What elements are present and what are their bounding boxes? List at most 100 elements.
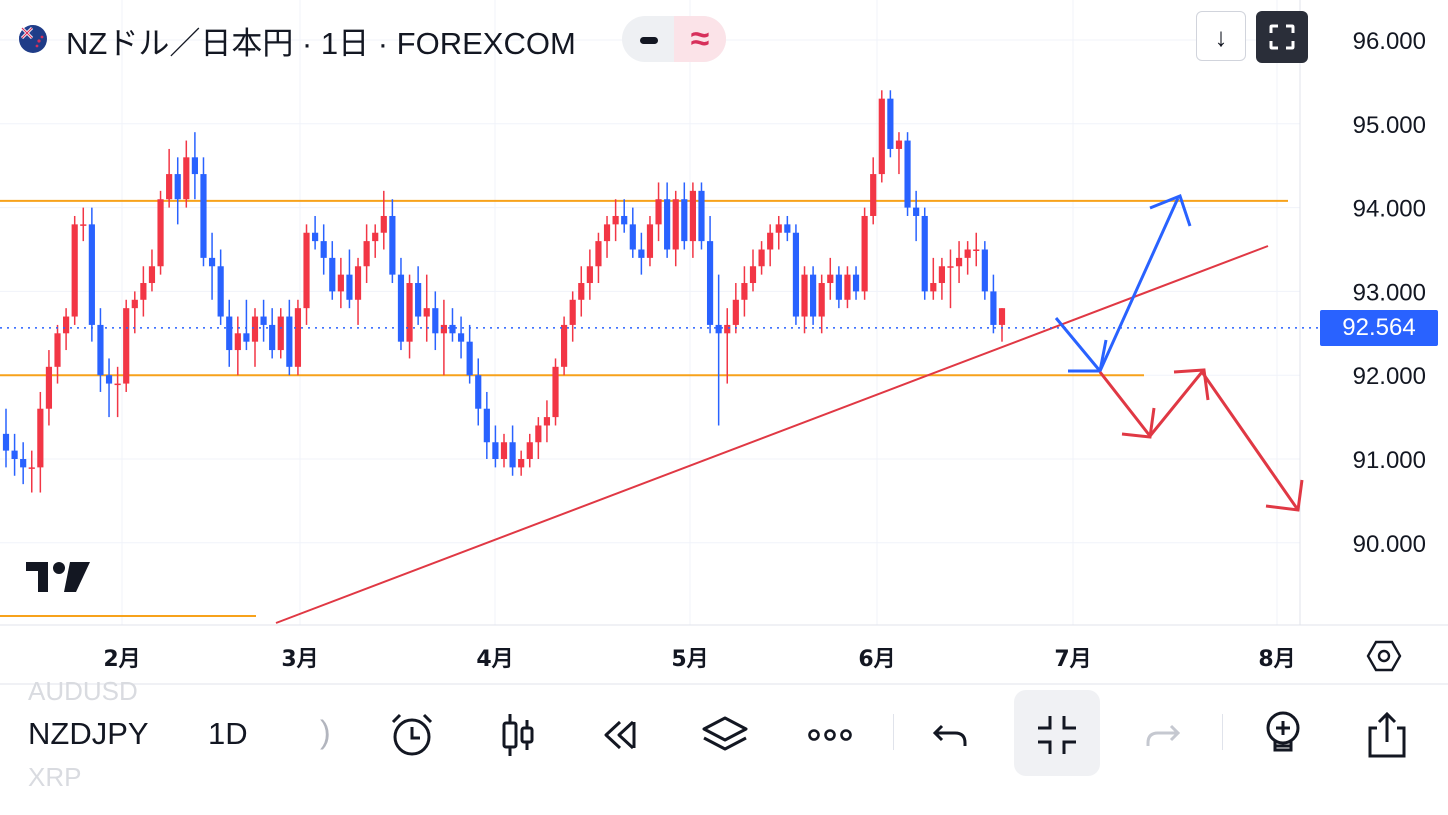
candle-body xyxy=(621,215,628,225)
chart-title[interactable]: NZドル／日本円 · 1日 · FOREXCOM xyxy=(66,26,576,61)
candle-body xyxy=(990,291,997,325)
candle-body xyxy=(88,224,95,325)
candle-body xyxy=(775,224,782,233)
candle-body xyxy=(801,274,808,317)
settings-icon[interactable] xyxy=(1366,638,1402,674)
candle-body xyxy=(2,433,10,451)
candle-body xyxy=(363,241,370,267)
idea-bulb-icon[interactable] xyxy=(1256,708,1310,762)
candle-body xyxy=(80,224,87,226)
price-chart[interactable]: 96.000 95.000 94.000 93.000 92.000 91.000 90.0… xyxy=(0,0,1448,690)
candle-body xyxy=(475,375,482,409)
candle-body xyxy=(784,224,791,233)
candle-body xyxy=(183,157,190,200)
ascending-trendline xyxy=(275,245,1269,624)
collapse-button[interactable] xyxy=(1014,690,1100,776)
arrow-down-button[interactable]: ↓ xyxy=(1196,11,1246,61)
candle-body xyxy=(406,283,413,342)
last-price-label: 92.564 xyxy=(1320,310,1438,346)
candle-body xyxy=(578,283,585,300)
replay-icon[interactable] xyxy=(594,708,648,762)
candle-body xyxy=(286,316,293,367)
candle-body xyxy=(208,257,216,267)
share-icon[interactable] xyxy=(1360,708,1414,762)
candle-body xyxy=(518,459,525,468)
candle-body xyxy=(440,324,447,334)
candles-icon[interactable] xyxy=(491,708,545,762)
candle-body xyxy=(646,224,654,258)
candle-body xyxy=(655,199,662,225)
candle-body xyxy=(20,459,27,468)
x-tick-label: 4月 xyxy=(476,647,513,672)
candle-body xyxy=(251,316,259,342)
candle-body xyxy=(930,283,937,292)
candle-body xyxy=(955,257,963,267)
candle-body xyxy=(457,333,465,342)
candle-body xyxy=(672,199,679,250)
collapse-icon[interactable] xyxy=(1030,708,1084,762)
candle-body xyxy=(981,249,988,292)
x-tick-label: 7月 xyxy=(1054,647,1091,672)
candle-body xyxy=(217,266,224,317)
candle-body xyxy=(97,324,104,376)
candle-body xyxy=(904,140,911,208)
candle-body xyxy=(767,232,774,250)
candle-body xyxy=(11,450,18,459)
bullish-scenario-arrow xyxy=(1054,197,1180,373)
candle-body xyxy=(947,266,954,268)
candle-body xyxy=(758,249,765,267)
candle-body xyxy=(354,266,362,300)
candle-body xyxy=(226,316,233,351)
candle-body xyxy=(303,232,310,309)
candle-body xyxy=(269,324,276,351)
candle-body xyxy=(561,324,568,367)
fullscreen-button[interactable] xyxy=(1256,11,1308,63)
series-toggle[interactable]: ≈ xyxy=(622,16,726,62)
x-tick-label: 2月 xyxy=(103,647,140,672)
candle-body xyxy=(200,174,207,258)
candle-body xyxy=(595,241,602,267)
x-tick-label: 8月 xyxy=(1258,647,1295,672)
approx-icon[interactable]: ≈ xyxy=(674,16,726,62)
candle-body xyxy=(732,299,739,325)
candle-body xyxy=(320,241,327,258)
alarm-clock-icon[interactable] xyxy=(385,708,439,762)
candle-body xyxy=(998,308,1006,325)
undo-icon[interactable] xyxy=(925,708,979,762)
candle-body xyxy=(938,266,945,284)
bearish-scenario-arrow xyxy=(1098,370,1300,511)
tradingview-logo xyxy=(26,562,90,592)
candle-body xyxy=(749,266,757,284)
candle-body xyxy=(870,174,877,216)
candle-body xyxy=(432,308,439,334)
candle-body xyxy=(964,249,971,258)
redo-icon[interactable] xyxy=(1134,708,1188,762)
candle-body xyxy=(887,98,894,149)
layers-icon[interactable] xyxy=(698,708,752,762)
candle-body xyxy=(277,316,284,351)
candle-body xyxy=(191,157,198,175)
candle-body xyxy=(921,215,928,292)
candle-body xyxy=(114,383,121,386)
candle-body xyxy=(878,98,885,175)
candle-body xyxy=(689,190,696,242)
candle-body xyxy=(535,425,542,443)
candle-body xyxy=(166,174,173,200)
candle-body xyxy=(312,232,319,242)
candle-body xyxy=(810,274,817,317)
candle-body xyxy=(123,308,130,384)
interval-selector[interactable]: 1D xyxy=(208,716,248,751)
candle-body xyxy=(741,283,748,300)
symbol-selector[interactable]: NZDJPY xyxy=(28,716,149,751)
candle-body xyxy=(552,366,559,418)
candle-body xyxy=(157,199,164,267)
minus-icon[interactable] xyxy=(640,37,658,44)
more-icon[interactable] xyxy=(803,708,857,762)
partial-paren: ) xyxy=(320,714,331,750)
candle-body xyxy=(234,333,241,351)
candle-body xyxy=(612,215,619,225)
candle-body xyxy=(140,283,147,300)
candle-body xyxy=(415,283,422,317)
candle-body xyxy=(45,366,53,409)
candle-body xyxy=(715,324,722,334)
